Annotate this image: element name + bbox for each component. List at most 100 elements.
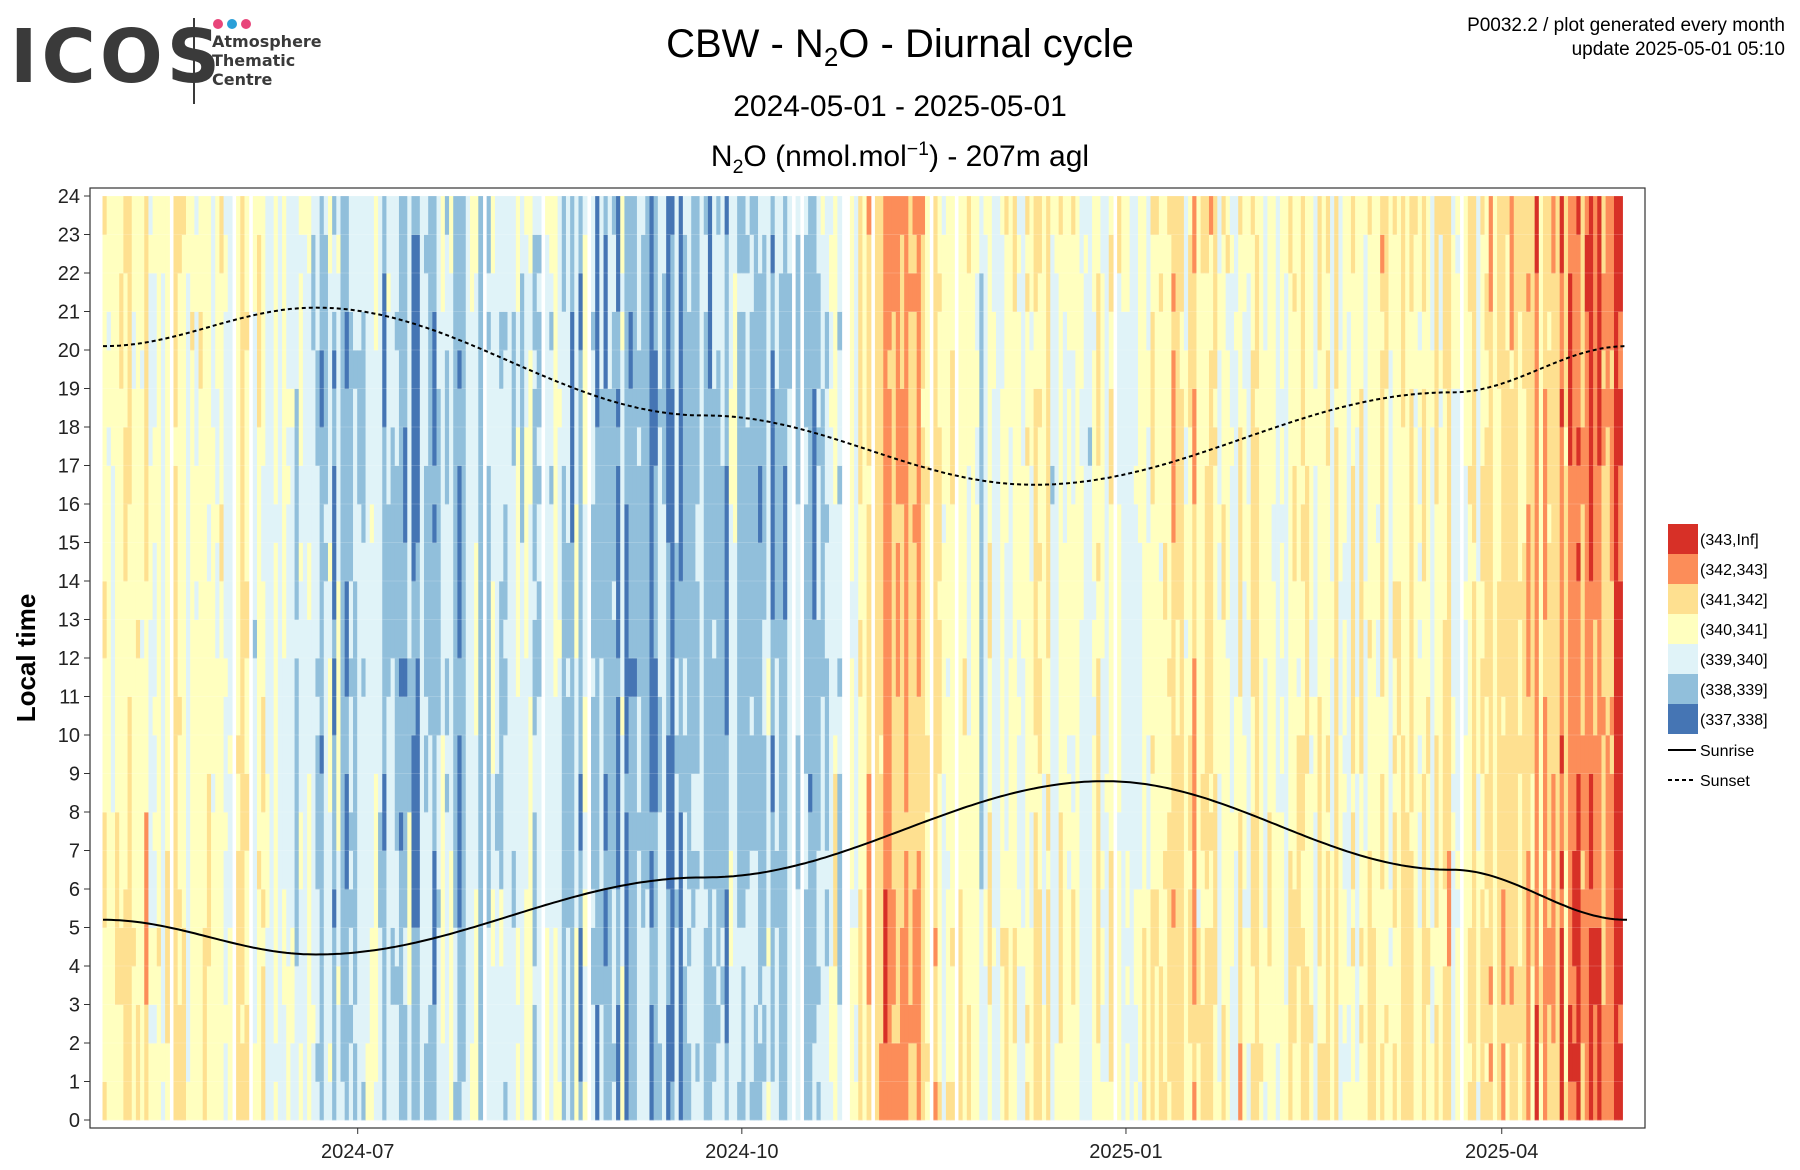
heatmap-cell: [632, 350, 638, 389]
heatmap-cell: [449, 619, 454, 659]
heatmap-cell: [277, 1043, 283, 1082]
heatmap-cell: [941, 1081, 947, 1121]
heatmap-cell: [373, 812, 379, 851]
heatmap-cell: [453, 581, 459, 620]
heatmap-cell: [357, 350, 362, 389]
heatmap-cell: [833, 542, 838, 582]
heatmap-cell: [256, 427, 262, 466]
heatmap-cell: [327, 273, 333, 312]
heatmap-cell: [632, 812, 638, 851]
heatmap-cell: [261, 889, 266, 928]
heatmap-cell: [282, 889, 287, 928]
heatmap-cell: [854, 311, 859, 351]
heatmap-cell: [874, 388, 880, 428]
heatmap-cell: [486, 504, 492, 543]
heatmap-cell: [361, 658, 367, 697]
heatmap-cell: [524, 542, 529, 582]
heatmap-cell: [975, 542, 980, 582]
heatmap-cell: [741, 927, 747, 967]
heatmap-cell: [987, 773, 993, 813]
heatmap-cell: [419, 927, 425, 967]
heatmap-cell: [344, 311, 350, 351]
heatmap-cell: [979, 1043, 985, 1082]
heatmap-cell: [302, 465, 308, 505]
heatmap-cell: [469, 465, 475, 505]
heatmap-cell: [983, 927, 989, 967]
heatmap-cell: [181, 619, 187, 659]
heatmap-cell: [657, 542, 663, 582]
heatmap-cell: [636, 504, 642, 543]
heatmap-cell: [862, 696, 868, 736]
heatmap-cell: [348, 311, 354, 351]
heatmap-cell: [478, 1043, 484, 1082]
heatmap-cell: [469, 658, 475, 697]
heatmap-cell: [862, 850, 868, 890]
heatmap-cell: [211, 735, 216, 774]
heatmap-cell: [336, 735, 342, 774]
heatmap-cell: [240, 542, 246, 582]
heatmap-cell: [173, 889, 179, 928]
heatmap-cell: [198, 465, 204, 505]
heatmap-cell: [110, 619, 116, 659]
heatmap-cell: [165, 658, 170, 697]
heatmap-cell: [687, 696, 692, 736]
heatmap-cell: [854, 773, 859, 813]
heatmap-cell: [741, 196, 747, 235]
heatmap-cell: [636, 1043, 642, 1082]
heatmap-cell: [829, 234, 834, 274]
heatmap-cell: [854, 273, 859, 312]
heatmap-cell: [277, 966, 283, 1005]
heatmap-cell: [816, 350, 822, 389]
heatmap-cell: [353, 196, 358, 235]
heatmap-cell: [666, 735, 671, 774]
heatmap-cell: [812, 1081, 818, 1121]
heatmap-cell: [261, 388, 266, 428]
heatmap-cell: [983, 1081, 989, 1121]
heatmap-cell: [854, 388, 859, 428]
heatmap-cell: [115, 889, 120, 928]
heatmap-cell: [432, 427, 438, 466]
heatmap-cell: [507, 273, 513, 312]
heatmap-cell: [645, 1004, 651, 1044]
heatmap-cell: [749, 427, 755, 466]
heatmap-cell: [252, 196, 258, 235]
heatmap-cell: [595, 966, 600, 1005]
heatmap-cell: [774, 542, 780, 582]
heatmap-cell: [728, 273, 734, 312]
heatmap-cell: [144, 735, 150, 774]
heatmap-cell: [173, 966, 179, 1005]
heatmap-cell: [140, 1081, 145, 1121]
heatmap-cell: [657, 1043, 663, 1082]
heatmap-cell: [165, 504, 170, 543]
heatmap-cell: [603, 542, 609, 582]
heatmap-cell: [970, 696, 976, 736]
heatmap-cell: [1012, 196, 1018, 235]
heatmap-cell: [499, 1043, 504, 1082]
heatmap-cell: [603, 889, 609, 928]
heatmap-cell: [123, 273, 129, 312]
heatmap-cell: [511, 927, 517, 967]
heatmap-cell: [728, 735, 734, 774]
heatmap-cell: [716, 234, 722, 274]
heatmap-cell: [127, 234, 133, 274]
heatmap-cell: [816, 581, 822, 620]
heatmap-cell: [261, 1004, 266, 1044]
heatmap-cell: [1016, 1081, 1022, 1121]
heatmap-cell: [962, 196, 968, 235]
heatmap-cell: [323, 889, 329, 928]
heatmap-cell: [486, 388, 492, 428]
heatmap-cell: [607, 196, 613, 235]
heatmap-cell: [728, 1004, 734, 1044]
heatmap-cell: [749, 350, 755, 389]
heatmap-cell: [812, 850, 818, 890]
heatmap-cell: [348, 1004, 354, 1044]
heatmap-cell: [1004, 619, 1010, 659]
heatmap-cell: [140, 1043, 145, 1082]
heatmap-cell: [244, 465, 250, 505]
heatmap-cell: [131, 966, 137, 1005]
heatmap-cell: [996, 388, 1001, 428]
heatmap-cell: [382, 388, 388, 428]
heatmap-cell: [941, 234, 947, 274]
heatmap-cell: [958, 889, 964, 928]
heatmap-cell: [449, 1081, 454, 1121]
